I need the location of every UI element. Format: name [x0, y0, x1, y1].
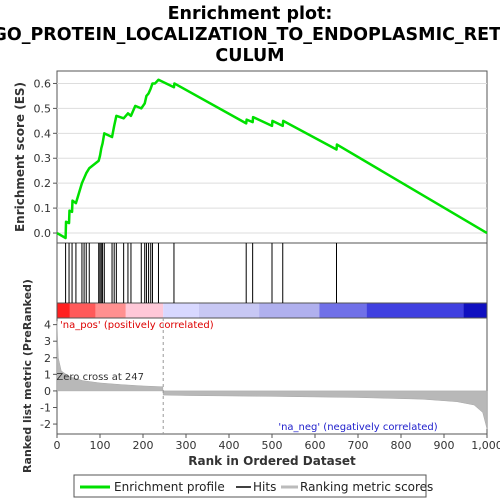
x-tick-label: 700	[348, 439, 369, 452]
x-tick-label: 200	[133, 439, 154, 452]
legend-hits-label: Hits	[253, 480, 276, 494]
metric-y-tick-label: 3	[44, 335, 51, 348]
metric-y-tick-label: 0	[44, 385, 51, 398]
metric-y-tick-label: -2	[40, 418, 51, 431]
es-y-tick-label: 0.4	[34, 127, 52, 140]
chart-title-line-3: CULUM	[215, 46, 284, 66]
es-panel	[56, 70, 488, 244]
ranking-metric-area	[56, 318, 488, 434]
x-tick-label: 300	[176, 439, 197, 452]
heatmap-band	[69, 303, 96, 318]
heatmap-band	[198, 303, 260, 318]
es-y-tick-label: 0.1	[34, 202, 52, 215]
x-tick-label: 600	[305, 439, 326, 452]
heatmap-band	[57, 303, 70, 318]
es-y-tick-label: 0.0	[34, 227, 52, 240]
x-tick-label: 100	[90, 439, 111, 452]
x-tick-label: 1,000	[471, 439, 500, 452]
metric-y-tick-labels: 4 3 2 1 0 -1 -2	[40, 319, 57, 431]
es-line-group	[56, 78, 488, 240]
x-tick-label: 900	[434, 439, 455, 452]
x-axis-label: Rank in Ordered Dataset	[188, 454, 356, 468]
metric-y-tick-label: 2	[44, 352, 51, 365]
x-tick-label: 400	[219, 439, 240, 452]
x-tick-label: 500	[262, 439, 283, 452]
ranking-heatmap	[57, 303, 487, 318]
x-tick-label: 800	[391, 439, 412, 452]
metric-area	[56, 321, 488, 430]
metric-y-tick-label: 4	[44, 319, 51, 332]
heatmap-band	[163, 303, 199, 318]
x-tick-labels: 0 100 200 300 400 500 600 700 800 900 1,000	[54, 434, 500, 452]
legend-es-label: Enrichment profile	[114, 480, 225, 494]
metric-y-tick-label: -1	[40, 401, 51, 414]
es-y-tick-label: 0.3	[34, 152, 52, 165]
positive-correlation-label: 'na_pos' (positively correlated)	[60, 320, 214, 331]
heatmap-band	[366, 303, 464, 318]
es-y-tick-label: 0.2	[34, 177, 52, 190]
es-gridlines	[57, 82, 487, 234]
es-y-tick-label: 0.6	[34, 77, 52, 90]
metric-y-axis-label: Ranked list metric (PreRanked)	[21, 279, 34, 473]
x-tick-label: 0	[54, 439, 61, 452]
heatmap-band	[125, 303, 164, 318]
es-line	[56, 78, 488, 240]
legend-box	[73, 474, 427, 498]
heatmap-band	[95, 303, 126, 318]
negative-correlation-label: 'na_neg' (negatively correlated)	[278, 422, 437, 433]
heatmap-band	[319, 303, 367, 318]
chart-title-line-1: Enrichment plot:	[168, 4, 333, 24]
zero-cross-label: Zero cross at 247	[56, 372, 144, 383]
chart-title-line-2: GO_PROTEIN_LOCALIZATION_TO_ENDOPLASMIC_R…	[0, 25, 500, 45]
legend-metric-label: Ranking metric scores	[300, 480, 433, 494]
metric-panel	[56, 317, 488, 435]
es-y-axis-label: Enrichment score (ES)	[13, 82, 27, 232]
heatmap-band	[259, 303, 320, 318]
es-y-tick-label: 0.5	[34, 102, 52, 115]
es-y-tick-labels: 0.0 0.1 0.2 0.3 0.4 0.5 0.6	[34, 77, 57, 240]
metric-y-tick-label: 1	[44, 368, 51, 381]
heatmap-band	[463, 303, 487, 318]
hit-marks	[65, 243, 337, 303]
